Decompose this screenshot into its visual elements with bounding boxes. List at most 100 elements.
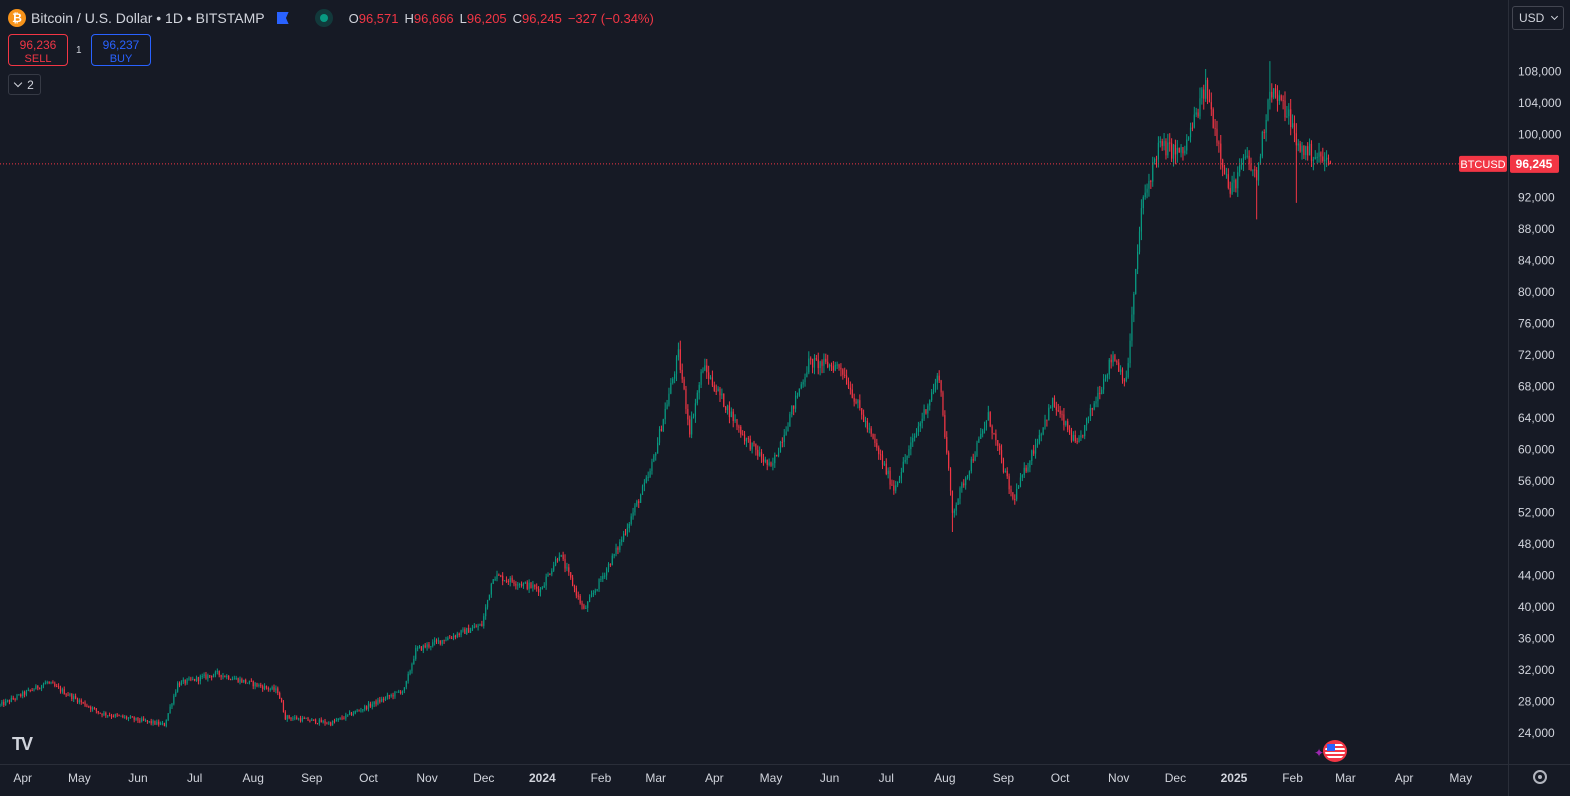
candle-body	[725, 406, 727, 411]
candle-body	[1138, 231, 1141, 252]
candle-body	[405, 681, 407, 688]
flag-icon[interactable]	[276, 12, 289, 24]
candle-body	[1182, 147, 1184, 154]
candle-body	[1263, 131, 1265, 133]
candle-body	[1085, 418, 1088, 426]
candle-body	[163, 723, 166, 727]
symbol-tag-bg	[1459, 155, 1507, 172]
candle-body	[239, 679, 241, 683]
candle-body	[91, 707, 94, 710]
candle-body	[1303, 145, 1305, 156]
candle-body	[1148, 181, 1150, 189]
candle-body	[1068, 429, 1071, 434]
candle-body	[237, 678, 239, 683]
candle-body	[173, 695, 175, 704]
price-tick-label: 60,000	[1518, 442, 1555, 456]
candle-body	[292, 718, 294, 720]
candle-body	[653, 455, 655, 462]
low-value: 96,205	[466, 10, 507, 26]
tradingview-logo-icon[interactable]: TV	[12, 734, 33, 754]
candle-body	[874, 438, 876, 444]
candle-body	[243, 679, 245, 683]
time-tick-label: Apr	[13, 771, 32, 785]
candle-body	[921, 418, 923, 424]
current-price-tag: 96,245	[1510, 154, 1559, 173]
candle-body	[366, 706, 368, 710]
candle-body	[502, 575, 504, 582]
candle-body	[802, 382, 804, 385]
candle-body	[914, 435, 916, 438]
candle-body	[853, 397, 855, 402]
candle-body	[112, 716, 114, 718]
candle-body	[33, 689, 35, 691]
candle-body	[90, 707, 92, 710]
candle-body	[1218, 142, 1220, 144]
candle-body	[139, 720, 141, 722]
buy-button[interactable]: 96,237 BUY	[91, 34, 151, 66]
candle-body	[825, 358, 827, 362]
candle-body	[1080, 435, 1082, 438]
candle-body	[564, 558, 566, 569]
candle-body	[1102, 379, 1105, 390]
candle-body	[1097, 392, 1099, 402]
candle-body	[97, 710, 99, 713]
candle-body	[1131, 314, 1133, 341]
candle-body	[628, 523, 630, 529]
candle-body	[966, 475, 969, 479]
currency-select[interactable]: USD	[1512, 6, 1564, 30]
sell-label: SELL	[24, 53, 52, 65]
market-status-icon[interactable]	[314, 9, 333, 27]
candle-body	[1307, 146, 1309, 156]
candle-body	[1125, 377, 1127, 381]
candle-body	[250, 680, 252, 682]
candle-body	[755, 443, 757, 450]
candle-body	[367, 703, 370, 710]
candle-body	[188, 678, 190, 680]
candle-body	[282, 702, 285, 713]
candle-body	[1291, 123, 1294, 127]
candle-body	[1029, 460, 1031, 468]
candle-body	[1014, 498, 1016, 500]
symbol-title[interactable]: Bitcoin / U.S. Dollar • 1D • BITSTAMP	[31, 10, 265, 26]
candle-body	[1227, 174, 1229, 188]
candle-body	[1036, 443, 1039, 445]
indicators-toggle-button[interactable]: 2	[8, 74, 41, 95]
candle-body	[592, 592, 594, 595]
candle-body	[1246, 155, 1248, 157]
economic-events-icon[interactable]	[1323, 740, 1347, 762]
settings-icon[interactable]	[1533, 770, 1547, 784]
candle-body	[1108, 359, 1110, 375]
candle-body	[69, 694, 71, 696]
candle-body	[20, 694, 22, 697]
time-tick-label: May	[1449, 771, 1472, 785]
candle-body	[789, 414, 791, 427]
candle-body	[422, 645, 424, 651]
candle-body	[715, 390, 717, 392]
candle-body	[1320, 152, 1322, 157]
sell-button[interactable]: 96,236 SELL	[8, 34, 68, 66]
candle-body	[517, 584, 519, 586]
candle-body	[124, 716, 126, 718]
price-tick-label: 68,000	[1518, 379, 1555, 393]
candle-body	[154, 720, 156, 725]
candle-body	[29, 689, 31, 691]
candle-body	[44, 682, 46, 685]
candle-body	[318, 719, 320, 724]
candle-body	[900, 472, 902, 479]
candle-body	[630, 516, 632, 524]
candle-body	[411, 664, 413, 671]
candle-body	[607, 564, 610, 570]
candle-body	[74, 696, 77, 699]
candle-body	[307, 717, 309, 721]
time-tick-label: May	[68, 771, 91, 785]
candle-body	[1305, 146, 1307, 156]
candle-body	[324, 721, 326, 724]
candle-body	[3, 701, 5, 705]
candle-body	[46, 682, 48, 684]
candle-body	[500, 575, 502, 577]
candle-body	[131, 716, 133, 718]
candle-body	[1254, 169, 1256, 171]
candle-body	[604, 575, 606, 577]
candle-body	[401, 691, 404, 694]
